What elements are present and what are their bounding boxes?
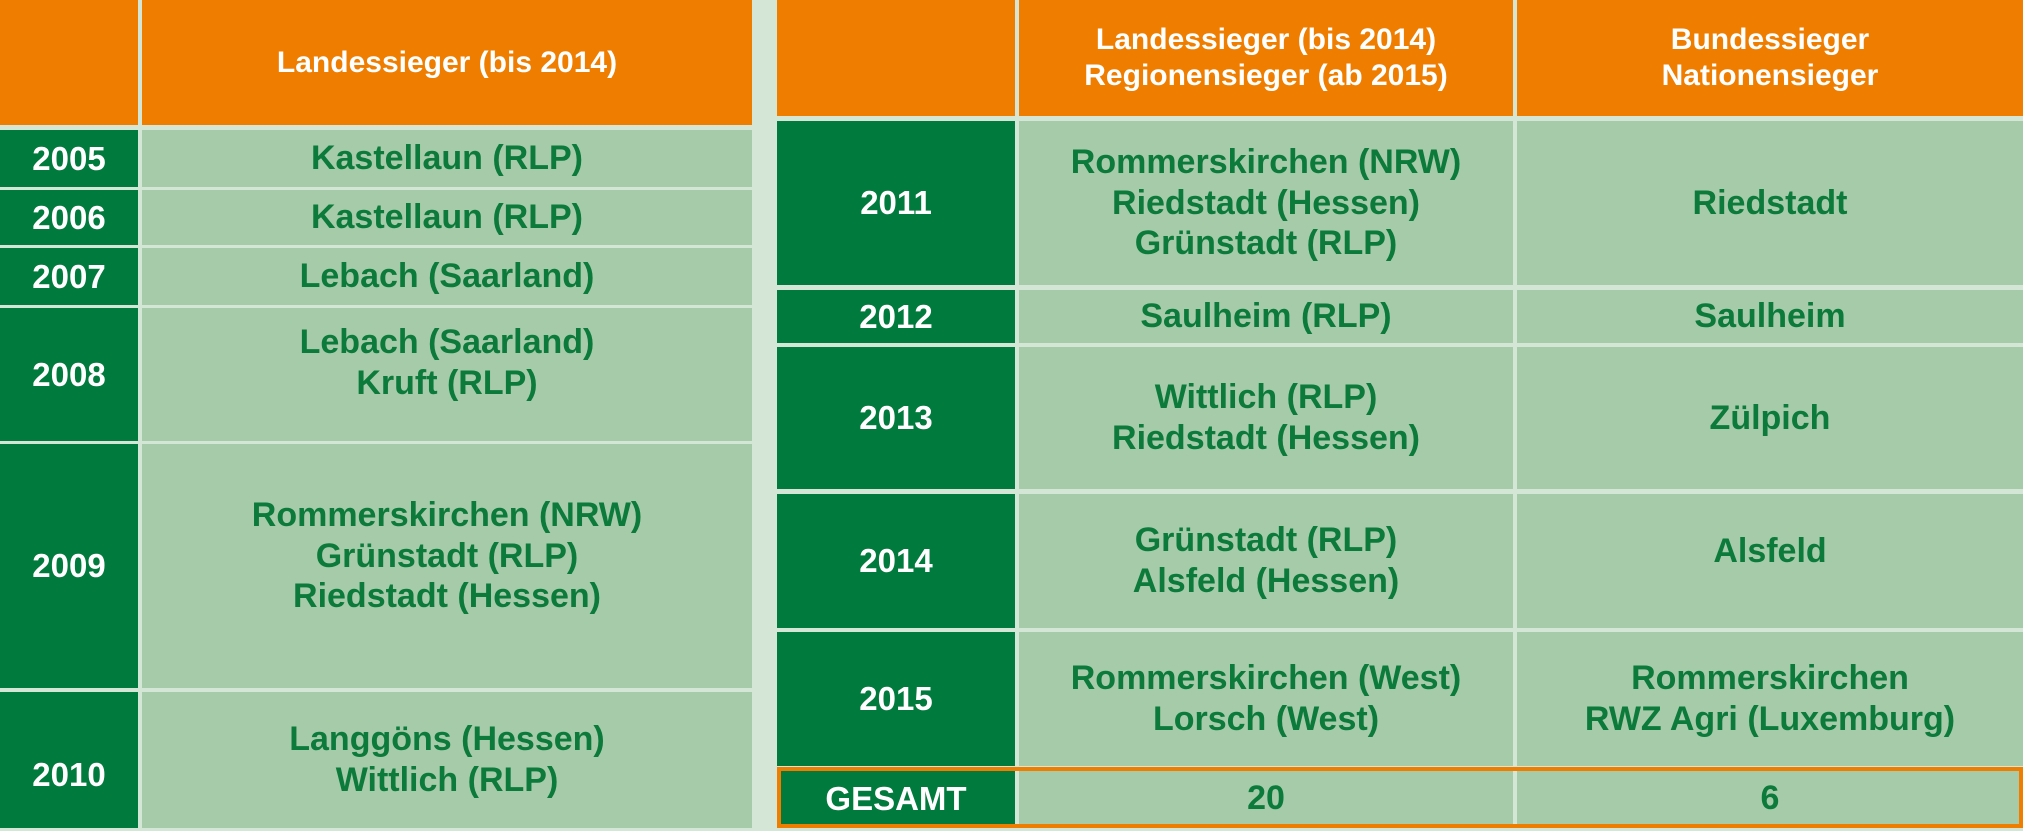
winner: Lebach (Saarland) — [299, 323, 595, 361]
regional-cell: Rommerskirchen (West) Lorsch (West) — [1019, 632, 1513, 766]
winner: Lorsch (West) — [1152, 700, 1380, 738]
winner-cell: Lebach (Saarland) Kruft (RLP) — [142, 308, 752, 441]
winner: Riedstadt — [1692, 183, 1848, 222]
winner: Riedstadt (Hessen) — [293, 577, 601, 616]
national-cell: Zülpich — [1517, 347, 2023, 489]
header-label: Landessieger (bis 2014) — [1095, 23, 1437, 56]
winner: Kruft (RLP) — [356, 363, 538, 402]
winner-cell: Lebach (Saarland) — [142, 248, 752, 305]
header-landessieger: Landessieger (bis 2014) — [142, 0, 752, 125]
winner: Grünstadt (RLP) — [1134, 224, 1398, 263]
year-cell: 2010 — [0, 692, 138, 828]
winner: Grünstadt (RLP) — [315, 536, 579, 575]
winner: Wittlich (RLP) — [335, 761, 559, 799]
national-cell: Riedstadt — [1517, 121, 2023, 285]
year-cell: 2009 — [0, 444, 138, 688]
year-cell: 2006 — [0, 190, 138, 245]
regional-cell: Rommerskirchen (NRW) Riedstadt (Hessen) … — [1019, 121, 1513, 285]
header-label: Bundessieger — [1670, 23, 1870, 56]
regional-cell: Saulheim (RLP) — [1019, 290, 1513, 343]
year-cell: 2013 — [777, 347, 1015, 489]
winner-cell: Kastellaun (RLP) — [142, 190, 752, 245]
year-cell: 2007 — [0, 248, 138, 305]
winner: Riedstadt (Hessen) — [1112, 419, 1420, 457]
winner: Alsfeld — [1713, 531, 1827, 570]
header-year-empty — [777, 0, 1015, 116]
header-national: Bundessieger Nationensieger — [1517, 0, 2023, 116]
national-cell: Alsfeld — [1517, 494, 2023, 628]
header-regional: Landessieger (bis 2014) Regionensieger (… — [1019, 0, 1513, 116]
national-cell: Saulheim — [1517, 290, 2023, 343]
winner: Saulheim — [1694, 297, 1846, 336]
winner: Kastellaun (RLP) — [310, 139, 584, 178]
winner: Rommerskirchen (West) — [1070, 659, 1462, 698]
year-cell: 2015 — [777, 632, 1015, 766]
winner: Rommerskirchen — [1631, 659, 1909, 698]
total-label: GESAMT — [777, 769, 1015, 828]
winner: Langgöns (Hessen) — [289, 720, 605, 759]
national-cell: Rommerskirchen RWZ Agri (Luxemburg) — [1517, 632, 2023, 766]
winner-cell: Langgöns (Hessen) Wittlich (RLP) — [142, 692, 752, 828]
winner: Kastellaun (RLP) — [310, 198, 584, 237]
total-national: 6 — [1517, 769, 2023, 828]
winner: Rommerskirchen (NRW) — [1070, 142, 1462, 181]
header-label: Landessieger (bis 2014) — [276, 45, 618, 79]
winner-cell: Rommerskirchen (NRW) Grünstadt (RLP) Rie… — [142, 444, 752, 688]
header-label: Regionensieger (ab 2015) — [1084, 59, 1448, 92]
winner: Rommerskirchen (NRW) — [251, 495, 643, 534]
header-label: Nationensieger — [1661, 59, 1879, 92]
winner: Saulheim (RLP) — [1140, 297, 1392, 336]
regional-cell: Wittlich (RLP) Riedstadt (Hessen) — [1019, 347, 1513, 489]
year-cell: 2014 — [777, 494, 1015, 628]
winner-cell: Kastellaun (RLP) — [142, 130, 752, 187]
regional-cell: Grünstadt (RLP) Alsfeld (Hessen) — [1019, 494, 1513, 628]
winner: Riedstadt (Hessen) — [1112, 183, 1420, 222]
year-cell: 2008 — [0, 308, 138, 441]
winner: RWZ Agri (Luxemburg) — [1584, 700, 1956, 738]
winner: Grünstadt (RLP) — [1134, 521, 1398, 560]
winner: Lebach (Saarland) — [299, 257, 595, 296]
header-year-empty — [0, 0, 138, 125]
year-cell: 2005 — [0, 130, 138, 187]
winner: Alsfeld (Hessen) — [1132, 562, 1400, 600]
winner: Zülpich — [1709, 398, 1831, 437]
winner: Wittlich (RLP) — [1154, 378, 1378, 417]
total-regional: 20 — [1019, 769, 1513, 828]
year-cell: 2011 — [777, 121, 1015, 285]
year-cell: 2012 — [777, 290, 1015, 343]
